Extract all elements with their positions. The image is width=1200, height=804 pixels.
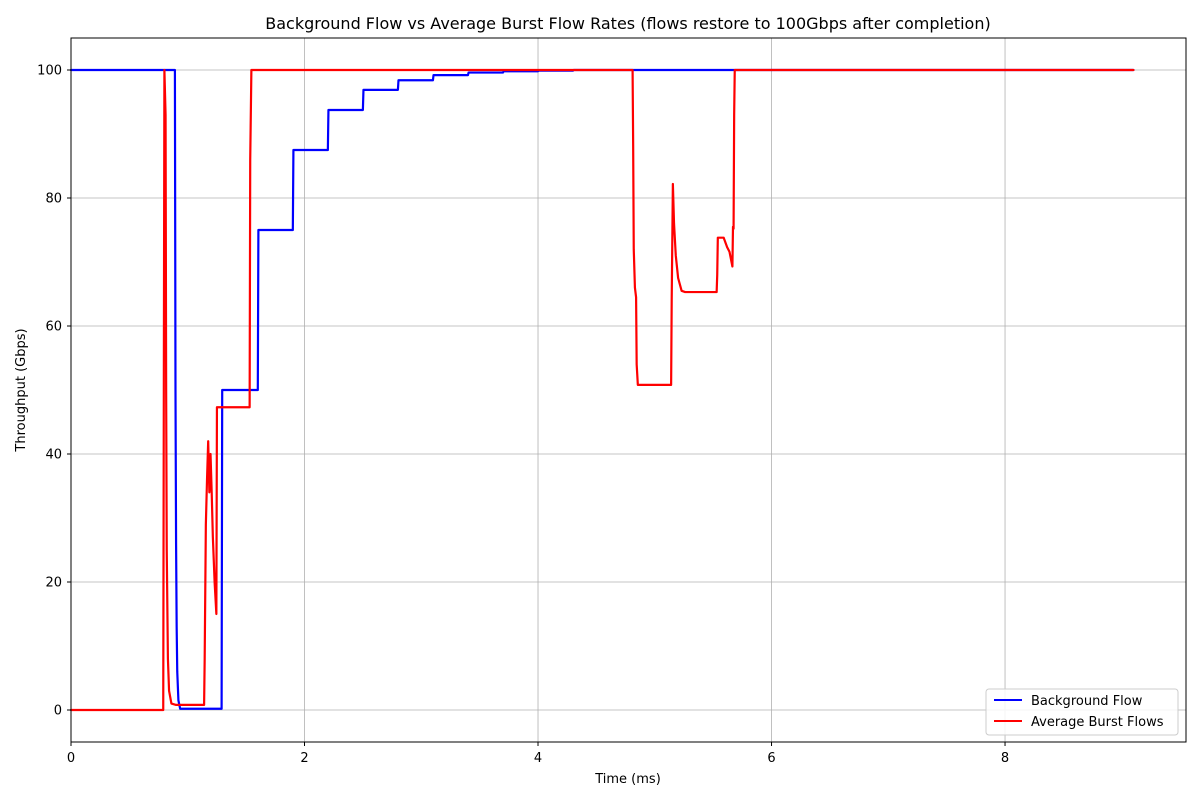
legend: Background Flow Average Burst Flows	[985, 688, 1179, 736]
series-lines	[69, 68, 1135, 712]
x-tick-label: 6	[767, 751, 775, 766]
legend-box	[985, 688, 1179, 736]
y-tick-label: 60	[45, 320, 62, 335]
series-line-average-burst-flows	[69, 68, 1135, 712]
plot-frame	[70, 37, 1187, 743]
y-tick-label: 0	[54, 704, 62, 719]
x-tick-label: 0	[67, 751, 75, 766]
y-tick-label: 100	[37, 64, 62, 79]
legend-label-average-burst-flows: Average Burst Flows	[1031, 715, 1164, 730]
x-axis-label: Time (ms)	[594, 772, 661, 787]
legend-label-background-flow: Background Flow	[1031, 694, 1143, 709]
x-tick-label: 2	[300, 751, 308, 766]
y-tick-label: 20	[45, 576, 62, 591]
y-axis-label: Throughput (Gbps)	[14, 328, 29, 452]
series-line-background-flow	[69, 68, 1135, 710]
y-tick-label: 40	[45, 448, 62, 463]
chart-title: Background Flow vs Average Burst Flow Ra…	[265, 14, 990, 33]
x-tick-label: 8	[1001, 751, 1009, 766]
x-tick-label: 4	[534, 751, 542, 766]
y-tick-label: 80	[45, 192, 62, 207]
